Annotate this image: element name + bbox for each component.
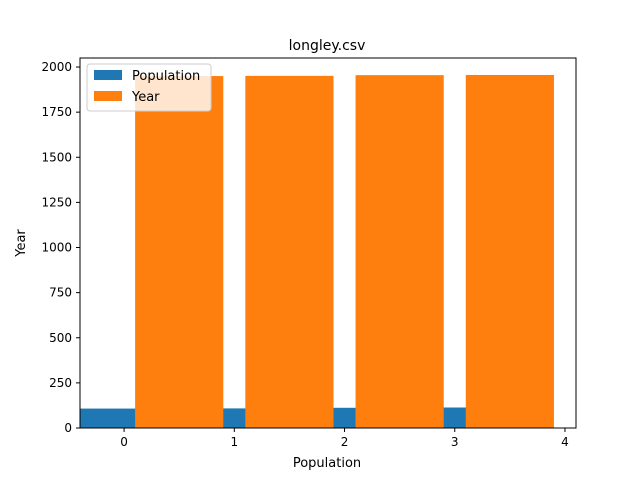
x-tick-label-0: 0	[120, 435, 128, 449]
legend-label-population: Population	[132, 69, 200, 84]
y-tick-label-1: 250	[49, 376, 72, 390]
x-tick-label-4: 4	[561, 435, 569, 449]
bar-year-0	[135, 76, 224, 429]
x-tick-label-2: 2	[341, 435, 349, 449]
x-axis-ticks: 0 1 2 3 4	[120, 428, 569, 449]
legend-label-year: Year	[131, 90, 160, 105]
y-tick-label-2: 500	[49, 331, 72, 345]
x-tick-label-3: 3	[451, 435, 459, 449]
x-axis-label: Population	[293, 456, 361, 471]
chart-title: longley.csv	[289, 38, 366, 54]
x-tick-label-1: 1	[230, 435, 238, 449]
y-tick-label-8: 2000	[41, 60, 72, 74]
bar-year-1	[245, 75, 334, 429]
y-tick-label-6: 1500	[41, 150, 72, 164]
legend: Population Year	[86, 63, 212, 112]
y-axis-label: Year	[14, 229, 29, 258]
bars-layer	[80, 74, 554, 429]
legend-swatch-population	[94, 70, 122, 80]
axes-frame	[79, 57, 577, 429]
bar-year-3	[465, 74, 554, 428]
y-axis-ticks: 0 250 500 750 1000 1250 1500 1750 2000	[41, 60, 80, 435]
y-tick-label-5: 1250	[41, 195, 72, 209]
y-tick-label-4: 1000	[41, 241, 72, 255]
legend-swatch-year	[94, 91, 122, 101]
bar-year-2	[355, 75, 444, 429]
y-tick-label-3: 750	[49, 286, 72, 300]
y-tick-label-7: 1750	[41, 105, 72, 119]
y-tick-label-0: 0	[64, 421, 72, 435]
